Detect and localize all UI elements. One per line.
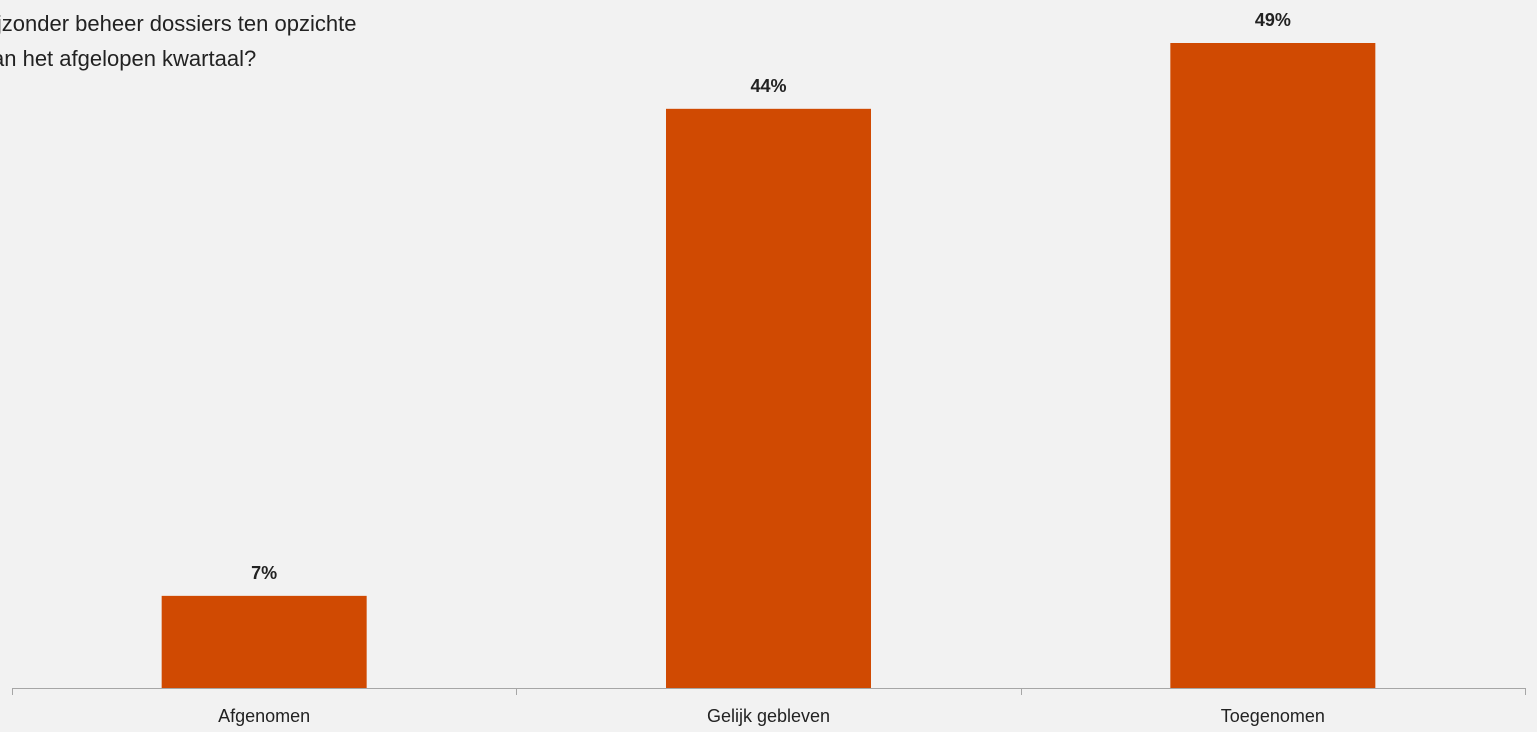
bar-gelijk-gebleven (666, 108, 871, 688)
bars-group (161, 43, 1376, 688)
bar-afgenomen (161, 595, 367, 688)
chart-title: ijzonder beheer dossiers ten opzichte an… (0, 11, 357, 71)
data-label: 44% (750, 76, 786, 96)
category-label: Toegenomen (1221, 706, 1325, 726)
x-axis (12, 688, 1526, 695)
category-label: Gelijk gebleven (707, 706, 830, 726)
category-label: Afgenomen (218, 706, 310, 726)
bar-toegenomen (1170, 43, 1376, 688)
data-label: 7% (251, 563, 277, 583)
category-labels-group: Afgenomen Gelijk gebleven Toegenomen (218, 706, 1325, 726)
data-labels-group: 7% 44% 49% (251, 10, 1291, 583)
data-label: 49% (1255, 10, 1291, 30)
